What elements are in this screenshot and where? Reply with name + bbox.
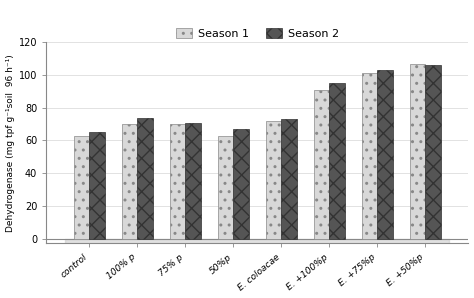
Bar xyxy=(377,70,392,238)
Bar xyxy=(329,83,345,238)
Bar xyxy=(137,118,153,238)
Bar xyxy=(362,74,377,238)
Legend: Season 1, Season 2: Season 1, Season 2 xyxy=(171,24,343,44)
Bar xyxy=(122,124,137,238)
Bar xyxy=(233,129,249,238)
Bar xyxy=(218,136,233,238)
Bar xyxy=(282,119,297,238)
Y-axis label: Dehydrogenase (mg tpf g⁻¹soil  96 h⁻¹): Dehydrogenase (mg tpf g⁻¹soil 96 h⁻¹) xyxy=(6,54,15,232)
Bar xyxy=(74,136,90,238)
Bar xyxy=(170,124,185,238)
Bar xyxy=(266,121,282,238)
Bar xyxy=(314,90,329,238)
Bar xyxy=(185,122,201,238)
Bar xyxy=(425,65,441,238)
Bar xyxy=(410,64,425,238)
Bar xyxy=(90,132,105,238)
